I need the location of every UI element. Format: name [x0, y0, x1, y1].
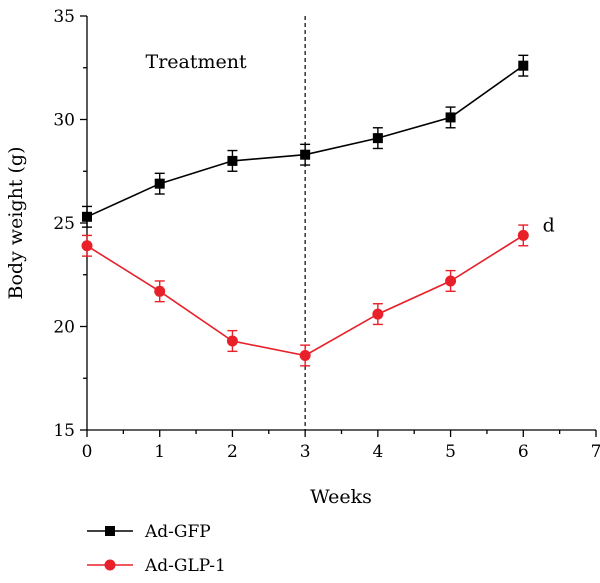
- data-point: [154, 178, 165, 189]
- y-tick-label: 15: [53, 421, 75, 441]
- annotation-layer: Treatment d: [146, 51, 555, 237]
- y-tick-label: 20: [53, 318, 75, 338]
- data-point: [517, 229, 529, 241]
- series-ad-glp-1: [81, 224, 529, 367]
- x-tick-label: 3: [300, 442, 311, 462]
- data-point: [81, 240, 93, 252]
- series-line: [86, 234, 524, 357]
- data-point: [445, 275, 457, 287]
- series-ad-gfp: [82, 54, 529, 228]
- data-point: [518, 60, 529, 71]
- legend-marker: [104, 559, 116, 571]
- legend-item-ad-gfp: Ad-GFP: [87, 522, 211, 542]
- data-point: [372, 133, 383, 144]
- axes: 0 1 2 3 4 5 6 7 15 20 25 30 35: [53, 7, 600, 462]
- data-point: [154, 285, 166, 297]
- axis-labels-layer: Weeks Body weight (g): [5, 147, 372, 508]
- legend-marker: [105, 526, 115, 536]
- x-axis-title: Weeks: [310, 486, 372, 508]
- data-point: [82, 211, 92, 222]
- x-tick-label: 6: [518, 442, 529, 462]
- treatment-label: Treatment: [146, 51, 247, 73]
- significance-label: d: [543, 214, 555, 236]
- data-point: [445, 112, 456, 123]
- series-layer: [81, 54, 529, 367]
- x-tick-label: 5: [445, 442, 456, 462]
- data-point: [300, 149, 311, 160]
- legend-label: Ad-GFP: [144, 522, 211, 542]
- x-tick-label: 7: [591, 442, 600, 462]
- y-tick-label: 35: [53, 7, 75, 27]
- x-tick-label: 4: [372, 442, 383, 462]
- y-tick-label: 30: [53, 111, 75, 131]
- legend-label: Ad-GLP-1: [144, 556, 226, 576]
- legend: Ad-GFP Ad-GLP-1: [87, 522, 226, 576]
- x-tick-label: 2: [227, 442, 238, 462]
- y-tick-label: 25: [53, 214, 75, 234]
- y-axis-title: Body weight (g): [5, 147, 27, 300]
- legend-item-ad-glp-1: Ad-GLP-1: [87, 556, 226, 576]
- data-point: [226, 335, 238, 347]
- x-tick-label: 1: [154, 442, 165, 462]
- x-tick-label: 0: [82, 442, 93, 462]
- data-point: [227, 155, 238, 166]
- data-point: [299, 349, 311, 361]
- data-point: [372, 308, 384, 320]
